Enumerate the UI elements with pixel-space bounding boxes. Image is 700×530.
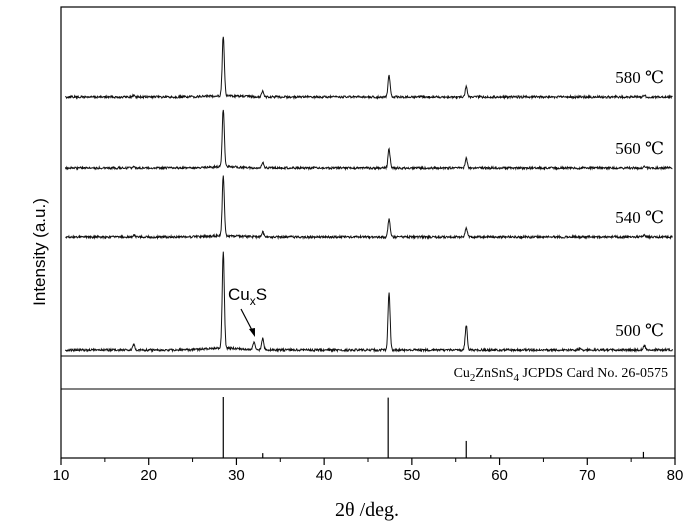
x-axis: 10 20 30 40 50 60 70 80 xyxy=(53,458,684,484)
series-label-3: 500 ℃ xyxy=(615,321,664,340)
x-tick-label-10: 10 xyxy=(53,467,70,484)
plot-border xyxy=(60,6,676,459)
series-label-2: 540 ℃ xyxy=(615,208,664,227)
xrd-pattern-3 xyxy=(64,251,673,354)
cuxs-arrowhead xyxy=(248,328,255,337)
y-axis-label: Intensity (a.u.) xyxy=(30,198,49,306)
series-label-1: 560 ℃ xyxy=(615,139,664,158)
reference-label: Cu2ZnSnS4 JCPDS Card No. 26-0575 xyxy=(454,366,668,384)
xrd-pattern-1 xyxy=(64,109,673,171)
cuxs-annotation: CuxS xyxy=(228,285,267,337)
x-axis-label: 2θ /deg. xyxy=(335,499,399,521)
x-tick-label-20: 20 xyxy=(140,467,157,484)
x-tick-label-30: 30 xyxy=(228,467,245,484)
xrd-pattern-0 xyxy=(64,36,673,101)
series-labels: 580 ℃ 560 ℃ 540 ℃ 500 ℃ xyxy=(615,68,664,340)
x-tick-label-80: 80 xyxy=(667,467,684,484)
xrd-patterns xyxy=(64,36,673,354)
cuxs-arrow xyxy=(240,308,254,333)
xrd-pattern-2 xyxy=(65,175,673,240)
cuxs-label: CuxS xyxy=(228,285,267,308)
reference-pattern: Cu2ZnSnS4 JCPDS Card No. 26-0575 xyxy=(222,366,668,458)
x-tick-label-70: 70 xyxy=(579,467,596,484)
x-tick-label-50: 50 xyxy=(404,467,421,484)
x-tick-label-60: 60 xyxy=(491,467,508,484)
x-tick-label-40: 40 xyxy=(316,467,333,484)
series-label-0: 580 ℃ xyxy=(615,68,664,87)
plot-frame xyxy=(60,6,676,459)
